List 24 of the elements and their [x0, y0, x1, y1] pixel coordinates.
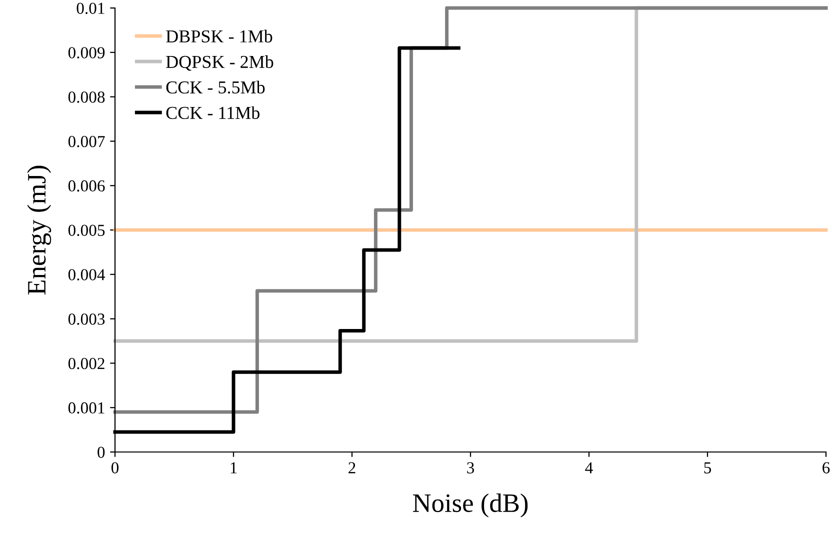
y-tick-label: 0.008 — [68, 92, 105, 103]
legend-label: CCK - 5.5Mb — [166, 80, 265, 94]
legend-label: DQPSK - 2Mb — [166, 55, 274, 71]
y-tick-label: 0.006 — [68, 180, 105, 192]
x-tick-label: 6 — [822, 462, 830, 474]
x-tick-label: 3 — [467, 462, 474, 474]
x-tick-label: 0 — [111, 462, 119, 474]
y-tick-label: 0.002 — [68, 358, 104, 370]
x-tick-label: 1 — [230, 462, 237, 474]
y-axis-title: Energy (mJ) — [27, 166, 52, 295]
x-tick-label: 5 — [704, 462, 712, 474]
y-tick-label: 0.001 — [68, 402, 104, 414]
y-tick-label: 0.003 — [68, 314, 105, 325]
y-tick-label: 0 — [98, 446, 105, 458]
y-tick-label: 0.007 — [68, 136, 105, 148]
x-tick-label: 4 — [585, 462, 593, 474]
y-tick-label: 0.009 — [68, 47, 105, 58]
y-tick-label: 0.005 — [68, 224, 105, 236]
y-tick-label: 0.004 — [68, 269, 106, 280]
x-tick-label: 2 — [348, 462, 356, 474]
y-tick-label: 0.01 — [76, 2, 104, 14]
legend-label: DBPSK - 1Mb — [166, 30, 272, 42]
legend-label: CCK - 11Mb — [166, 106, 260, 120]
x-axis-title: Noise (dB) — [412, 494, 528, 518]
